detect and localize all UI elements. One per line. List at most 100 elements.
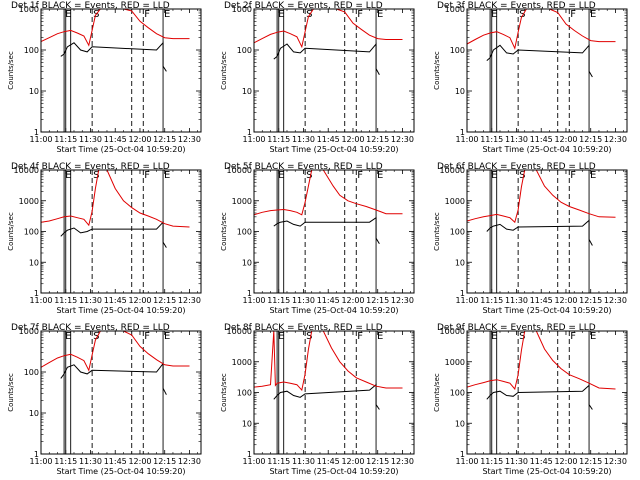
- panel-det-6: Det 6f BLACK = Events, RED = LLD 1 10 100 10…: [433, 162, 628, 315]
- x-tick-label: 12:15: [366, 457, 389, 466]
- x-tick-label: 12:30: [391, 457, 414, 466]
- x-tick-label: 11:45: [317, 457, 340, 466]
- y-tick-label: 1000: [445, 197, 465, 206]
- panel-title: Det 8f BLACK = Events, RED = LLD: [224, 323, 383, 333]
- event-marker-label: S: [306, 170, 312, 181]
- x-tick-label: 11:45: [530, 135, 553, 144]
- x-tick-label: 11:15: [267, 296, 290, 305]
- y-tick-label: 10: [242, 258, 252, 267]
- series-line-events: [486, 219, 593, 246]
- y-tick-label: 1000: [232, 197, 252, 206]
- plot-frame: [253, 8, 415, 133]
- y-tick-label: 10: [455, 419, 465, 428]
- x-tick-label: 11:00: [455, 296, 478, 305]
- x-axis-label: Start Time (25-Oct-04 10:59:20): [482, 467, 611, 476]
- x-tick-label: 12:00: [554, 135, 577, 144]
- y-tick-label: 10000: [14, 166, 39, 175]
- plot-frame: [466, 169, 628, 294]
- y-tick-label: 10: [29, 87, 39, 96]
- panel-title: Det 4f BLACK = Events, RED = LLD: [11, 162, 170, 172]
- y-tick-label: 100: [237, 228, 252, 237]
- x-tick-label: 11:30: [79, 296, 102, 305]
- y-tick-label: 1: [460, 289, 465, 298]
- series-line-lld: [41, 170, 190, 228]
- x-tick-label: 11:45: [317, 135, 340, 144]
- event-marker-label: S: [93, 170, 99, 181]
- y-tick-label: 100: [24, 228, 39, 237]
- y-tick-label: 1000: [232, 5, 252, 14]
- series-line-lld: [467, 170, 616, 224]
- x-tick-label: 11:15: [480, 457, 503, 466]
- event-marker-label: E: [278, 9, 284, 20]
- event-marker-label: E: [65, 9, 71, 20]
- panel-title: Det 6f BLACK = Events, RED = LLD: [437, 162, 596, 172]
- event-marker-label: E: [377, 9, 383, 20]
- x-tick-label: 12:30: [604, 457, 627, 466]
- panel-det-9: Det 9f BLACK = Events, RED = LLD 1 10 100 10…: [433, 323, 628, 476]
- y-tick-label: 10000: [440, 327, 465, 336]
- x-axis-label: Start Time (25-Oct-04 10:59:20): [56, 467, 185, 476]
- event-marker-label: E: [164, 170, 170, 181]
- y-tick-label: 1000: [232, 358, 252, 367]
- y-tick-label: 1000: [19, 197, 39, 206]
- y-axis-label: Counts/sec: [433, 212, 441, 251]
- event-marker-label: F: [357, 170, 363, 181]
- y-axis-label: Counts/sec: [220, 51, 228, 90]
- y-tick-label: 100: [237, 389, 252, 398]
- x-axis-label: Start Time (25-Oct-04 10:59:20): [269, 306, 398, 315]
- plot-frame: [253, 330, 415, 455]
- panel-det-1: Det 1f BLACK = Events, RED = LLD 1 10 100 10…: [7, 1, 202, 154]
- event-marker-label: F: [357, 9, 363, 20]
- y-tick-label: 10: [455, 87, 465, 96]
- x-tick-label: 12:30: [604, 296, 627, 305]
- x-tick-label: 11:00: [242, 457, 265, 466]
- y-tick-label: 10: [242, 87, 252, 96]
- plot-frame: [466, 330, 628, 455]
- x-tick-label: 12:00: [554, 457, 577, 466]
- series-line-lld: [41, 9, 190, 47]
- y-axis-label: Counts/sec: [433, 373, 441, 412]
- y-tick-label: 100: [450, 46, 465, 55]
- x-axis-label: Start Time (25-Oct-04 10:59:20): [269, 145, 398, 154]
- x-tick-label: 11:00: [29, 135, 52, 144]
- x-tick-label: 12:30: [178, 135, 201, 144]
- x-tick-label: 11:30: [292, 296, 315, 305]
- y-tick-label: 1000: [445, 358, 465, 367]
- y-axis-label: Counts/sec: [220, 373, 228, 412]
- x-tick-label: 11:45: [317, 296, 340, 305]
- y-tick-label: 1: [34, 450, 39, 459]
- y-tick-label: 1000: [445, 5, 465, 14]
- series-line-events: [60, 220, 167, 248]
- x-tick-label: 11:45: [530, 296, 553, 305]
- x-tick-label: 12:00: [341, 457, 364, 466]
- series-line-events: [486, 43, 593, 78]
- series-line-lld: [41, 331, 190, 372]
- panel-det-5: Det 5f BLACK = Events, RED = LLD 1 10 100 10…: [220, 162, 415, 315]
- y-tick-label: 100: [237, 46, 252, 55]
- x-tick-label: 12:15: [153, 135, 176, 144]
- plot-frame: [40, 8, 202, 133]
- x-tick-label: 12:15: [366, 135, 389, 144]
- plot-frame: [40, 169, 202, 294]
- y-axis-label: Counts/sec: [7, 51, 15, 90]
- x-tick-label: 12:15: [366, 296, 389, 305]
- panel-det-3: Det 3f BLACK = Events, RED = LLD 1 10 100 10…: [433, 1, 628, 154]
- y-tick-label: 100: [450, 228, 465, 237]
- x-tick-label: 11:30: [505, 457, 528, 466]
- x-tick-label: 11:00: [455, 135, 478, 144]
- event-marker-label: E: [278, 331, 284, 342]
- x-tick-label: 12:30: [178, 296, 201, 305]
- x-tick-label: 12:00: [128, 296, 151, 305]
- y-tick-label: 1000: [19, 327, 39, 336]
- y-tick-label: 1: [34, 128, 39, 137]
- x-tick-label: 11:45: [104, 135, 127, 144]
- x-tick-label: 12:15: [153, 457, 176, 466]
- panel-title: Det 7f BLACK = Events, RED = LLD: [11, 323, 170, 333]
- y-tick-label: 10: [455, 258, 465, 267]
- plot-frame: [40, 330, 202, 455]
- event-marker-label: S: [306, 331, 312, 342]
- y-tick-label: 10000: [227, 166, 252, 175]
- event-marker-label: E: [65, 170, 71, 181]
- panel-title: Det 2f BLACK = Events, RED = LLD: [224, 1, 383, 11]
- series-line-lld: [254, 9, 403, 49]
